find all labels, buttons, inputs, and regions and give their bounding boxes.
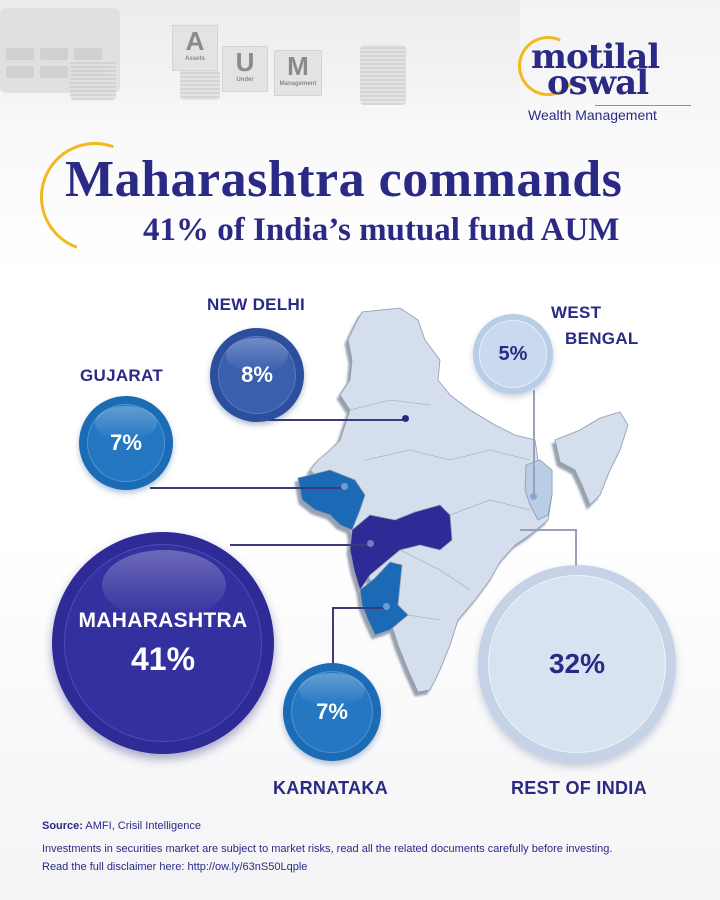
map-rest-of-india [309, 307, 553, 693]
aum-block-m: M Management [274, 50, 322, 96]
india-map [297, 307, 629, 693]
background-photo: A Assets U Under M Management [0, 0, 520, 125]
connector-rest-h [520, 529, 575, 531]
bubble-new-delhi: 8% [210, 328, 304, 422]
label-maharashtra: MAHARASHTRA [78, 608, 248, 632]
disclaimer-line-1: Investments in securities market are sub… [42, 843, 613, 855]
page-title: Maharashtra commands [65, 151, 623, 208]
connector-new-delhi [268, 419, 408, 421]
coin-stack [180, 70, 220, 100]
map-northeast [554, 411, 629, 506]
map-maharashtra [349, 504, 453, 591]
map-karnataka [359, 561, 409, 636]
bubble-rest-of-india: 32% [478, 565, 676, 763]
label-new-delhi: NEW DELHI [207, 295, 306, 314]
connector-maharashtra [230, 544, 370, 546]
connector-karnataka-v [332, 607, 334, 667]
value-rest-of-india: 32% [548, 648, 606, 679]
marker-karnataka [383, 603, 390, 610]
value-karnataka: 7% [316, 699, 348, 724]
page-subtitle: 41% of India’s mutual fund AUM [143, 212, 620, 248]
connector-rest-v [575, 529, 577, 567]
bubble-west-bengal: 5% [473, 314, 553, 394]
disclaimer-line-2: Read the full disclaimer here: http://ow… [42, 861, 308, 873]
value-gujarat: 7% [110, 430, 142, 455]
label-rest-of-india: REST OF INDIA [511, 778, 647, 798]
marker-maharashtra [367, 540, 374, 547]
source-line: Source: AMFI, Crisil Intelligence [42, 820, 201, 832]
brand-logo: motilal oswal Wealth Management [509, 27, 695, 125]
logo-wordmark-line2: oswal [547, 63, 649, 103]
logo-divider [595, 105, 691, 106]
marker-new-delhi [402, 415, 409, 422]
bubble-karnataka: 7% [283, 663, 381, 761]
aum-block-a: A Assets [172, 25, 218, 71]
logo-wordmark-line1: motilal [531, 37, 660, 77]
connector-west-bengal [533, 390, 535, 495]
source-text: AMFI, Crisil Intelligence [82, 820, 201, 832]
value-west-bengal: 5% [498, 342, 528, 365]
label-west-bengal-2: BENGAL [565, 329, 639, 348]
label-karnataka: KARNATAKA [273, 778, 389, 798]
coin-stack [360, 45, 406, 105]
marker-gujarat [341, 483, 348, 490]
value-maharashtra: 41% [130, 640, 196, 677]
coin-stack [70, 60, 116, 100]
bubble-gujarat: 7% [79, 396, 173, 490]
label-gujarat: GUJARAT [80, 366, 164, 385]
logo-tagline: Wealth Management [528, 107, 657, 123]
marker-west-bengal [530, 493, 537, 500]
value-new-delhi: 8% [241, 362, 273, 387]
aum-block-u: U Under [222, 46, 268, 92]
connector-karnataka-h [332, 607, 387, 609]
label-west-bengal-1: WEST [551, 303, 602, 322]
connector-gujarat [150, 487, 345, 489]
bubble-maharashtra: MAHARASHTRA 41% [52, 532, 274, 754]
source-label: Source: [42, 820, 83, 832]
map-west-bengal [524, 459, 553, 521]
